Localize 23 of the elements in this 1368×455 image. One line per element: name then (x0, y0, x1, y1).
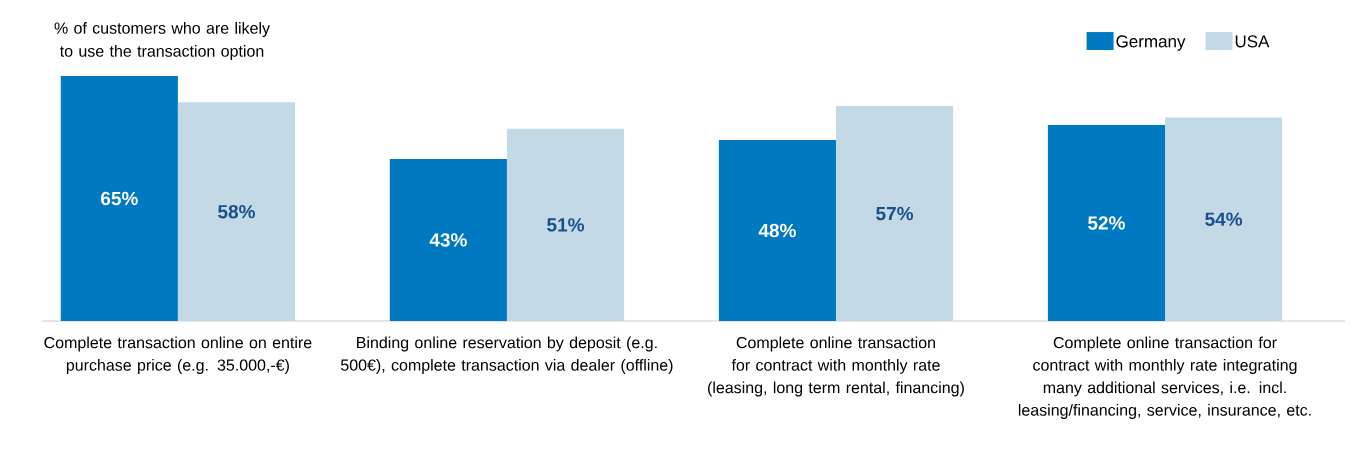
y-axis-title: % of customers who are likely to use the transaction option (54, 22, 270, 60)
data-label: 54% (1205, 212, 1243, 226)
bar (835, 106, 954, 321)
data-label: 58% (218, 204, 255, 219)
bar (60, 75, 178, 321)
data-label: 43% (429, 233, 467, 247)
data-label: 51% (547, 218, 585, 232)
legend-label: USA (1235, 35, 1270, 48)
x-tick-label: Complete transaction online on entire purchase price (e.g. 35.000,-€) (44, 336, 312, 374)
data-label: 48% (758, 223, 796, 238)
x-tick-label: Complete online transaction for contract with monthly rate (leasing, long term rental, financing) (708, 336, 964, 397)
data-label: 52% (1088, 216, 1125, 230)
data-label: 65% (101, 191, 138, 206)
x-tick-label: Binding online reservation by deposit (e.g. 500€), complete transaction via dealer (offline) (340, 336, 673, 374)
bar (177, 102, 296, 321)
bar (718, 140, 836, 321)
bar (389, 158, 507, 321)
data-label: 57% (876, 206, 914, 221)
bar (1165, 117, 1283, 321)
x-tick-label: Complete online transaction for contract with monthly rate integrating many additional services, i.e. incl. leasing/financing, service, insurance, etc. (1018, 336, 1311, 419)
bar (1047, 124, 1166, 321)
bar (506, 128, 625, 321)
legend-label: Germany (1116, 35, 1186, 51)
